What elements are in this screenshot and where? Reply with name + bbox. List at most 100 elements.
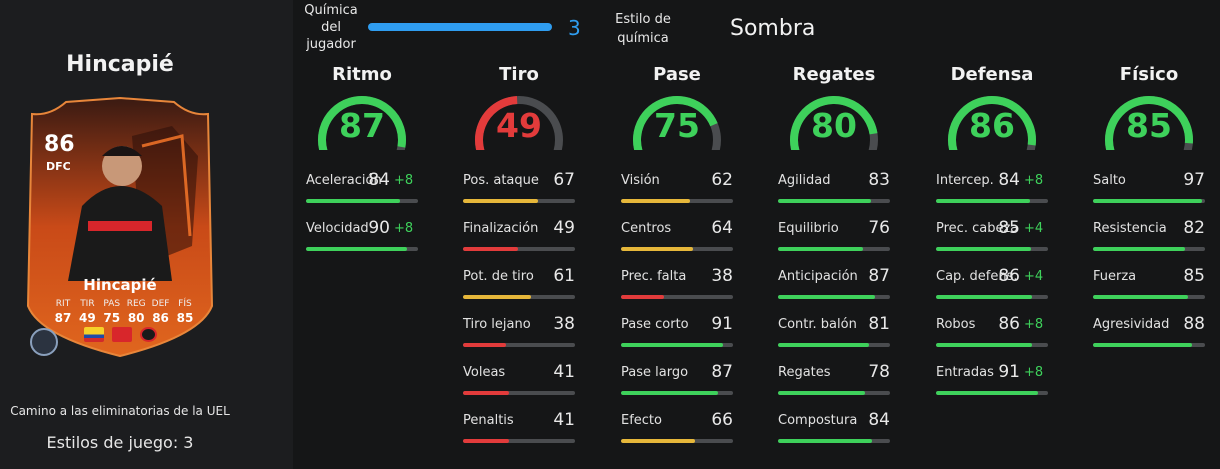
stat-bonus: +4 (1024, 221, 1044, 236)
stat-name: Aceleración (306, 173, 382, 188)
stat-bar-fill (1093, 343, 1192, 347)
gauge-arc (790, 96, 878, 150)
stat-name: Penaltis (463, 413, 514, 428)
stat-name: Agresividad (1093, 317, 1170, 332)
stat-bar-track (463, 199, 575, 203)
stat-bar-track (936, 247, 1048, 251)
nation-flag-icon (84, 327, 104, 342)
stat-name: Finalización (463, 221, 539, 236)
stat-bar-track (778, 247, 890, 251)
stat-value: 84 (868, 410, 890, 430)
card-stat-label: TIR (80, 299, 95, 309)
card-badges (84, 327, 157, 342)
category-title: Defensa (950, 64, 1034, 85)
stat-name: Equilibrio (778, 221, 839, 236)
stat-bar-fill (621, 295, 664, 299)
stat-bar-fill (463, 295, 532, 299)
stat-bar-track (621, 199, 733, 203)
card-player-name: Hincapié (83, 276, 157, 294)
card-stat-label: DEF (151, 299, 170, 309)
stat-name: Fuerza (1093, 269, 1137, 284)
stat-name: Tiro lejano (463, 317, 531, 332)
stat-bar-track (778, 295, 890, 299)
gauge-arc (948, 95, 1036, 150)
stat-value: 88 (1183, 314, 1205, 334)
stat-name: Salto (1093, 173, 1126, 188)
stat-bar-fill (778, 199, 871, 203)
stat-name: Cap. defens. (936, 269, 1018, 284)
category-title: Tiro (499, 64, 539, 85)
stat-value: 91 (998, 362, 1020, 382)
stat-name: Visión (621, 173, 660, 188)
stat-row: Fuerza 85 (1093, 266, 1205, 313)
stat-bar-fill (463, 391, 509, 395)
gauge-arc (1105, 96, 1193, 150)
stat-value: 78 (868, 362, 890, 382)
league-logo-icon (112, 327, 132, 342)
category-gauge: 75 (627, 90, 727, 150)
stat-value: 64 (711, 218, 733, 238)
category-value: 80 (811, 106, 857, 145)
stat-bar-fill (1093, 199, 1202, 203)
stat-value: 97 (1183, 170, 1205, 190)
stat-bar-track (306, 199, 418, 203)
stat-value: 84 (998, 170, 1020, 190)
stat-bar-track (306, 247, 418, 251)
stat-row: Resistencia 82 (1093, 218, 1205, 265)
category-2: Pase 75 (621, 64, 733, 150)
gauge-fill (1105, 96, 1193, 150)
stat-value: 41 (553, 362, 575, 382)
chemistry-bar (368, 23, 552, 31)
stat-bar-track (778, 439, 890, 443)
stat-name: Pos. ataque (463, 173, 539, 188)
stat-row: Contr. balón 81 (778, 314, 890, 361)
stat-bonus: +8 (394, 221, 414, 236)
stat-name: Intercep. (936, 173, 994, 188)
stat-bar-track (463, 295, 575, 299)
gauge-arc (318, 96, 406, 150)
category-value: 75 (654, 106, 700, 145)
chemistry-value: 3 (568, 16, 581, 40)
stat-bar-track (463, 247, 575, 251)
stat-row: Prec. falta 38 (621, 266, 733, 313)
category-gauge: 85 (1099, 90, 1199, 150)
stat-row: Agilidad 83 (778, 170, 890, 217)
gauge-arc (475, 96, 563, 150)
stat-bar-track (621, 343, 733, 347)
stat-value: 85 (998, 218, 1020, 238)
stat-bar-fill (936, 199, 1031, 203)
stat-name: Prec. falta (621, 269, 687, 284)
stat-row: Penaltis 41 (463, 410, 575, 457)
category-title: Pase (653, 64, 701, 85)
stat-bar-track (463, 439, 575, 443)
stat-bar-track (936, 199, 1048, 203)
stat-value: 61 (553, 266, 575, 286)
stat-bar-track (778, 199, 890, 203)
stat-bar-fill (621, 391, 719, 395)
stat-row: Salto 97 (1093, 170, 1205, 217)
stat-name: Centros (621, 221, 672, 236)
stat-bar-fill (621, 199, 691, 203)
campaign-name: Camino a las eliminatorias de la UEL (10, 404, 230, 418)
stat-bar-fill (463, 247, 518, 251)
stat-bar-track (1093, 343, 1205, 347)
category-gauge: 87 (312, 90, 412, 150)
card-stat-value: 49 (79, 311, 96, 325)
stat-bonus: +8 (394, 173, 414, 188)
stat-row: Visión 62 (621, 170, 733, 217)
card-frame-graphic (26, 96, 214, 358)
stat-bar-track (936, 295, 1048, 299)
stat-name: Efecto (621, 413, 662, 428)
stat-value: 86 (998, 314, 1020, 334)
stat-bar-fill (621, 439, 695, 443)
stat-row: Anticipación 87 (778, 266, 890, 313)
gauge-fill (948, 95, 1036, 150)
stat-row: Voleas 41 (463, 362, 575, 409)
stat-bar-fill (936, 391, 1038, 395)
stat-value: 49 (553, 218, 575, 238)
player-card[interactable]: 86 DFC Hincapié RIT TIR PAS REG DEF FÍS … (22, 96, 218, 358)
stat-name: Robos (936, 317, 976, 332)
stat-value: 85 (1183, 266, 1205, 286)
chem-style-value[interactable]: Sombra (730, 16, 816, 41)
stat-name: Pase corto (621, 317, 689, 332)
